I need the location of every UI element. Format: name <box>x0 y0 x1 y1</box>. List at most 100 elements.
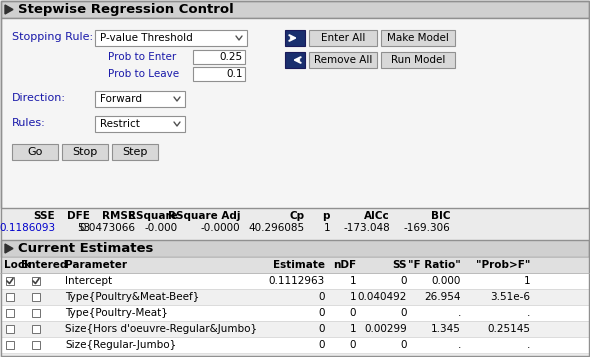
Text: Stopping Rule:: Stopping Rule: <box>12 32 93 42</box>
FancyBboxPatch shape <box>1 305 589 321</box>
Text: Rules:: Rules: <box>12 118 46 128</box>
Text: Stepwise Regression Control: Stepwise Regression Control <box>18 3 234 16</box>
Text: Enter All: Enter All <box>321 33 365 43</box>
FancyBboxPatch shape <box>381 52 455 68</box>
FancyBboxPatch shape <box>285 30 305 46</box>
Text: Current Estimates: Current Estimates <box>18 242 153 255</box>
Text: 0: 0 <box>319 324 325 334</box>
Text: 0.1: 0.1 <box>227 69 243 79</box>
Text: Run Model: Run Model <box>391 55 445 65</box>
Text: Type{Poultry&Meat-Beef}: Type{Poultry&Meat-Beef} <box>65 292 199 302</box>
Text: Prob to Leave: Prob to Leave <box>108 69 179 79</box>
Polygon shape <box>5 244 13 253</box>
Text: Go: Go <box>27 147 42 157</box>
FancyBboxPatch shape <box>309 52 377 68</box>
Text: 0: 0 <box>401 308 407 318</box>
Text: P-value Threshold: P-value Threshold <box>100 33 193 43</box>
Text: 1.345: 1.345 <box>431 324 461 334</box>
FancyBboxPatch shape <box>32 277 40 285</box>
FancyBboxPatch shape <box>1 321 589 337</box>
Text: "F Ratio": "F Ratio" <box>408 260 461 270</box>
Text: -173.048: -173.048 <box>343 223 390 233</box>
Text: 26.954: 26.954 <box>424 292 461 302</box>
Text: BIC: BIC <box>431 211 450 221</box>
FancyBboxPatch shape <box>309 30 377 46</box>
Text: Parameter: Parameter <box>65 260 127 270</box>
Text: -0.000: -0.000 <box>145 223 178 233</box>
Text: 0.1112963: 0.1112963 <box>269 276 325 286</box>
FancyBboxPatch shape <box>1 289 589 305</box>
Text: SS: SS <box>392 260 407 270</box>
Text: 0: 0 <box>349 340 356 350</box>
Text: Forward: Forward <box>100 94 142 104</box>
Text: .: . <box>458 340 461 350</box>
Text: Direction:: Direction: <box>12 93 66 103</box>
Text: Intercept: Intercept <box>65 276 112 286</box>
Text: AICc: AICc <box>364 211 390 221</box>
Text: RSquare: RSquare <box>128 211 178 221</box>
Text: RMSE: RMSE <box>102 211 135 221</box>
Text: Estimate: Estimate <box>273 260 325 270</box>
FancyBboxPatch shape <box>95 116 185 132</box>
Text: -169.306: -169.306 <box>403 223 450 233</box>
Polygon shape <box>5 5 13 14</box>
Text: 40.296085: 40.296085 <box>249 223 305 233</box>
Text: DFE: DFE <box>67 211 90 221</box>
Text: Step: Step <box>122 147 148 157</box>
Text: 1: 1 <box>349 276 356 286</box>
Text: 1: 1 <box>349 324 356 334</box>
FancyBboxPatch shape <box>1 337 589 353</box>
FancyBboxPatch shape <box>1 1 589 18</box>
Text: 1: 1 <box>323 223 330 233</box>
FancyBboxPatch shape <box>6 325 14 333</box>
Text: Make Model: Make Model <box>387 33 449 43</box>
FancyBboxPatch shape <box>95 30 247 46</box>
FancyBboxPatch shape <box>285 52 305 68</box>
Text: 0: 0 <box>319 340 325 350</box>
Text: 0.000: 0.000 <box>432 276 461 286</box>
Text: -0.0000: -0.0000 <box>201 223 240 233</box>
Text: 3.51e-6: 3.51e-6 <box>490 292 530 302</box>
FancyBboxPatch shape <box>32 325 40 333</box>
Text: 0: 0 <box>349 308 356 318</box>
Text: Type{Poultry-Meat}: Type{Poultry-Meat} <box>65 308 168 318</box>
Text: .: . <box>458 308 461 318</box>
Text: 0.25145: 0.25145 <box>487 324 530 334</box>
FancyBboxPatch shape <box>32 293 40 301</box>
FancyBboxPatch shape <box>6 309 14 317</box>
Text: .: . <box>527 308 530 318</box>
Text: Restrict: Restrict <box>100 119 140 129</box>
Text: "Prob>F": "Prob>F" <box>476 260 530 270</box>
Text: Cp: Cp <box>290 211 305 221</box>
Text: 0: 0 <box>401 340 407 350</box>
Text: Entered: Entered <box>21 260 67 270</box>
FancyBboxPatch shape <box>193 67 245 81</box>
Text: nDF: nDF <box>333 260 356 270</box>
FancyBboxPatch shape <box>12 144 58 160</box>
Text: 53: 53 <box>77 223 90 233</box>
Text: p: p <box>323 211 330 221</box>
FancyBboxPatch shape <box>6 341 14 349</box>
FancyBboxPatch shape <box>112 144 158 160</box>
Text: Lock: Lock <box>5 260 31 270</box>
FancyBboxPatch shape <box>1 257 589 273</box>
Text: 1: 1 <box>523 276 530 286</box>
Text: 0.0473066: 0.0473066 <box>79 223 135 233</box>
FancyBboxPatch shape <box>6 277 14 285</box>
FancyBboxPatch shape <box>193 50 245 64</box>
Text: Stop: Stop <box>73 147 97 157</box>
FancyBboxPatch shape <box>32 309 40 317</box>
Text: Prob to Enter: Prob to Enter <box>108 52 176 62</box>
Text: 0.040492: 0.040492 <box>358 292 407 302</box>
Text: Size{Regular-Jumbo}: Size{Regular-Jumbo} <box>65 340 176 350</box>
Text: 0: 0 <box>319 308 325 318</box>
FancyBboxPatch shape <box>1 273 589 289</box>
FancyBboxPatch shape <box>381 30 455 46</box>
FancyBboxPatch shape <box>1 18 589 208</box>
Text: SSE: SSE <box>34 211 55 221</box>
Text: RSquare Adj: RSquare Adj <box>168 211 240 221</box>
FancyBboxPatch shape <box>6 293 14 301</box>
Text: 0: 0 <box>319 292 325 302</box>
Text: 0.00299: 0.00299 <box>364 324 407 334</box>
Text: 1: 1 <box>349 292 356 302</box>
